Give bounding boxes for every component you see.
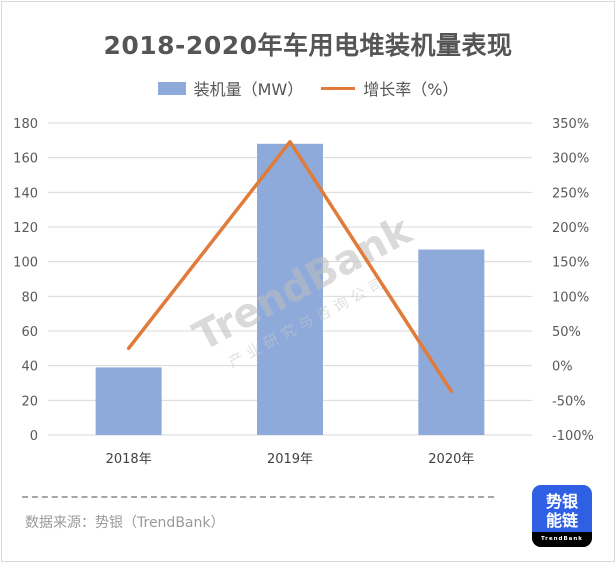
trendbank-logo: 势银 能链 TrendBank (532, 485, 592, 547)
legend-line-label: 增长率（%） (363, 80, 459, 99)
y-tick-label: 0 (30, 429, 38, 444)
y2-tick-label: 100% (552, 290, 589, 305)
chart-title: 2018-2020年车用电堆装机量表现 (103, 31, 513, 60)
y-tick-label: 60 (21, 325, 38, 340)
y-tick-label: 20 (21, 394, 38, 409)
x-tick-label: 2020年 (428, 452, 474, 467)
right-axis-ticks: -100% -50% 0% 50% 100% 150% 200% 250% 300% 350% (552, 117, 594, 444)
y2-tick-label: 50% (552, 325, 581, 340)
y2-tick-label: 300% (552, 152, 589, 167)
bar (257, 143, 323, 436)
x-axis-labels: 2018年 2019年 2020年 (106, 452, 475, 467)
y2-tick-label: 250% (552, 186, 589, 201)
y-tick-label: 120 (13, 221, 38, 236)
y2-tick-label: -50% (552, 394, 586, 409)
y-tick-label: 180 (13, 117, 38, 132)
growth-rate-line (126, 139, 454, 394)
plot-area: 0 20 40 60 80 100 120 140 160 180 -100% -50% 0% 50% 1… (13, 117, 594, 467)
y-tick-label: 80 (21, 290, 38, 305)
left-axis-ticks: 0 20 40 60 80 100 120 140 160 180 (13, 117, 38, 444)
logo-line1: 势银 (545, 492, 578, 511)
y-tick-label: 160 (13, 152, 38, 167)
logo-brand: TrendBank (532, 532, 592, 547)
source-note: 数据来源：势银（TrendBank） (25, 515, 225, 531)
y2-tick-label: 150% (552, 256, 589, 271)
y2-tick-label: 350% (552, 117, 589, 132)
bar (95, 367, 162, 435)
x-tick-label: 2018年 (106, 452, 152, 467)
bar-series (95, 143, 485, 436)
legend-line-swatch (321, 86, 356, 90)
x-tick-label: 2019年 (267, 452, 313, 467)
y2-tick-label: 200% (552, 221, 589, 236)
line-series (126, 139, 454, 394)
y-tick-label: 40 (21, 360, 38, 375)
y2-tick-label: -100% (552, 429, 594, 444)
divider-dashed (22, 496, 494, 498)
legend: 装机量（MW） 增长率（%） (0, 76, 616, 100)
legend-bar-swatch (157, 81, 186, 95)
y-tick-label: 100 (13, 256, 38, 271)
legend-bar-label: 装机量（MW） (193, 80, 304, 99)
y2-tick-label: 0% (552, 360, 573, 375)
logo-line2: 能链 (545, 511, 578, 530)
bar (418, 249, 485, 435)
y-tick-label: 140 (13, 186, 38, 201)
